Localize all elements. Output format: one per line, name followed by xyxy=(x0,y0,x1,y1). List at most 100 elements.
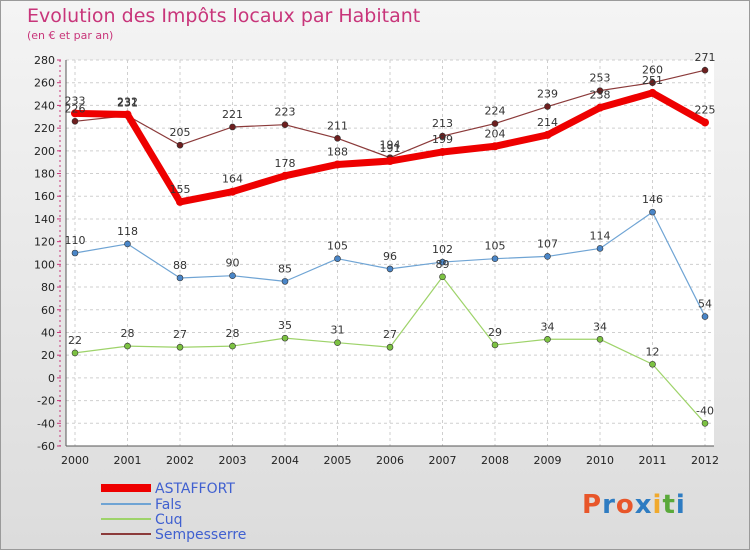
data-point-astaffort xyxy=(386,157,394,166)
data-point-fals xyxy=(701,313,709,320)
data-label-fals: 107 xyxy=(537,237,558,250)
data-point-sempesserre xyxy=(596,87,604,94)
data-point-fals xyxy=(334,255,341,262)
data-point-astaffort xyxy=(596,103,604,112)
y-tick-label: -40 xyxy=(37,417,55,430)
data-label-fals: 88 xyxy=(173,259,187,272)
data-point-astaffort xyxy=(438,147,447,156)
data-label-sempesserre: 253 xyxy=(590,72,611,85)
data-point-cuq xyxy=(71,349,79,357)
data-point-astaffort xyxy=(228,187,237,196)
data-label-cuq: 34 xyxy=(593,320,607,333)
data-label-cuq: 12 xyxy=(646,345,660,358)
data-label-fals: 85 xyxy=(278,262,292,275)
y-tick-label: 0 xyxy=(48,372,55,385)
data-point-cuq xyxy=(386,343,394,351)
data-label-astaffort: 238 xyxy=(590,89,611,102)
x-tick-label: 2011 xyxy=(639,454,667,467)
data-label-sempesserre: 271 xyxy=(695,51,716,64)
data-label-cuq: 22 xyxy=(68,334,82,347)
x-tick-label: 2003 xyxy=(219,454,247,467)
data-point-cuq xyxy=(544,335,551,343)
x-tick-label: 2008 xyxy=(481,454,509,467)
x-tick-label: 2009 xyxy=(534,454,562,467)
data-point-astaffort xyxy=(123,110,132,119)
data-point-fals xyxy=(386,265,394,273)
data-label-fals: 90 xyxy=(226,257,240,270)
logo-letter: r xyxy=(602,490,616,520)
data-point-astaffort xyxy=(281,171,289,180)
data-label-sempesserre: 194 xyxy=(380,139,401,152)
y-tick-label: 40 xyxy=(41,326,55,339)
data-point-fals xyxy=(439,258,446,266)
data-label-fals: 105 xyxy=(327,240,348,253)
y-tick-label: 20 xyxy=(41,349,55,362)
data-label-fals: 114 xyxy=(590,229,611,242)
data-label-sempesserre: 213 xyxy=(432,117,453,130)
data-label-astaffort: 199 xyxy=(432,133,453,146)
logo-letter: t xyxy=(662,490,676,520)
data-point-sempesserre xyxy=(544,103,551,110)
x-tick-label: 2005 xyxy=(324,454,352,467)
data-label-fals: 146 xyxy=(642,193,663,206)
data-point-astaffort xyxy=(333,160,342,169)
legend-label-astaffort: ASTAFFORT xyxy=(155,481,235,497)
data-point-cuq xyxy=(596,335,604,343)
x-tick-label: 2010 xyxy=(586,454,614,467)
x-tick-label: 2001 xyxy=(114,454,142,467)
data-point-cuq xyxy=(281,334,289,342)
data-point-fals xyxy=(544,253,551,260)
x-tick-label: 2004 xyxy=(271,454,299,467)
data-label-cuq: 31 xyxy=(331,324,345,337)
data-label-cuq: 29 xyxy=(488,326,502,339)
data-point-cuq xyxy=(124,342,131,350)
y-tick-label: 60 xyxy=(41,304,55,317)
data-point-cuq xyxy=(334,339,341,346)
x-tick-label: 2006 xyxy=(376,454,404,467)
data-point-cuq xyxy=(229,342,236,350)
logo-letter: x xyxy=(634,490,653,520)
data-label-fals: 54 xyxy=(698,298,712,311)
data-point-sempesserre xyxy=(71,118,79,125)
data-point-astaffort xyxy=(648,88,657,97)
data-point-sempesserre xyxy=(491,120,499,127)
data-label-cuq: 27 xyxy=(173,328,187,341)
y-tick-label: 200 xyxy=(34,145,55,158)
data-label-astaffort: 164 xyxy=(222,173,243,186)
legend-label-fals: Fals xyxy=(155,497,182,513)
data-point-cuq xyxy=(491,341,499,349)
data-point-sempesserre xyxy=(649,79,656,87)
y-tick-label: 140 xyxy=(34,213,55,226)
data-label-cuq: 34 xyxy=(541,320,555,333)
data-label-astaffort: 191 xyxy=(380,142,401,155)
data-point-sempesserre xyxy=(334,135,341,142)
y-tick-label: 280 xyxy=(34,54,55,67)
data-point-sempesserre xyxy=(281,121,289,129)
chart-subtitle: (en € et par an) xyxy=(27,29,114,42)
data-label-astaffort: 188 xyxy=(327,145,348,158)
data-point-astaffort xyxy=(701,118,709,127)
y-tick-label: 180 xyxy=(34,168,55,181)
data-point-astaffort xyxy=(176,197,184,206)
y-tick-label: 220 xyxy=(34,122,55,135)
data-point-fals xyxy=(281,278,289,285)
data-point-fals xyxy=(649,208,656,216)
data-point-fals xyxy=(124,240,131,248)
logo-letter: o xyxy=(615,490,635,520)
data-label-fals: 105 xyxy=(485,240,506,253)
logo-letter: i xyxy=(652,490,663,520)
x-tick-label: 2012 xyxy=(691,454,719,467)
data-label-sempesserre: 211 xyxy=(327,119,348,132)
data-point-cuq xyxy=(649,360,656,368)
data-point-astaffort xyxy=(71,109,79,118)
data-point-cuq xyxy=(176,343,184,351)
data-label-astaffort: 155 xyxy=(170,183,191,196)
data-label-cuq: 35 xyxy=(278,319,292,332)
y-tick-label: -20 xyxy=(37,395,55,408)
data-label-cuq: 28 xyxy=(226,327,240,340)
data-label-astaffort: 214 xyxy=(537,116,558,129)
y-tick-label: 240 xyxy=(34,99,55,112)
data-label-fals: 102 xyxy=(432,243,453,256)
data-label-astaffort: 251 xyxy=(642,74,663,87)
data-label-sempesserre: 260 xyxy=(642,64,663,77)
